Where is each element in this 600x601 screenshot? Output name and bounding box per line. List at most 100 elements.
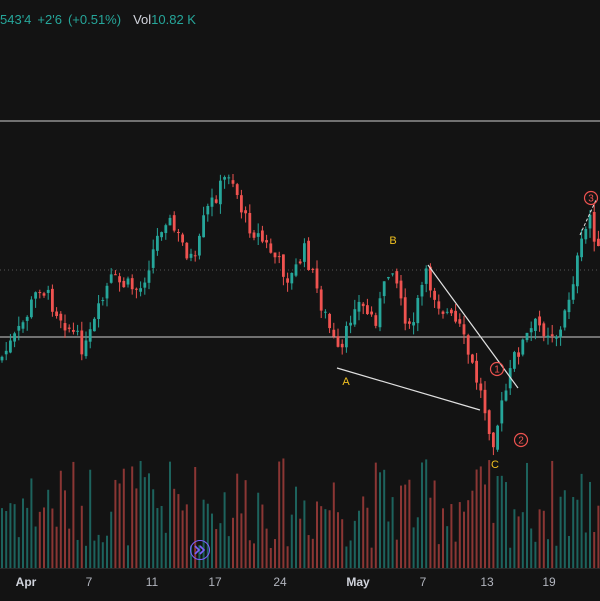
candle-body bbox=[210, 197, 214, 207]
candle-body bbox=[227, 177, 231, 179]
volume-bar bbox=[290, 514, 293, 568]
volume-bar bbox=[320, 506, 323, 568]
candle-body bbox=[9, 340, 12, 353]
candle-body bbox=[546, 335, 550, 338]
volume-bar bbox=[282, 458, 285, 568]
volume-bar bbox=[286, 546, 289, 568]
candle-body bbox=[433, 290, 436, 300]
candle-body bbox=[521, 339, 525, 355]
volume-bar bbox=[408, 479, 411, 568]
candle-body bbox=[139, 288, 142, 292]
volume-bar bbox=[110, 511, 113, 568]
candle-body bbox=[202, 215, 205, 238]
volume-bar bbox=[530, 528, 533, 568]
volume-bar bbox=[206, 503, 209, 568]
volume-bar bbox=[244, 480, 247, 568]
volume-bar bbox=[370, 547, 373, 568]
price-chart[interactable]: A B C 1 2 3 bbox=[0, 0, 600, 568]
candle-body bbox=[420, 284, 424, 297]
candle-body bbox=[328, 313, 331, 329]
impulse-label-ring bbox=[513, 432, 529, 448]
volume-bar bbox=[416, 517, 419, 568]
volume-bar bbox=[303, 500, 306, 568]
candle-body bbox=[534, 318, 537, 331]
volume-bar bbox=[55, 526, 58, 568]
candle-body bbox=[269, 243, 273, 253]
volume-bar bbox=[513, 509, 516, 568]
volume-bar bbox=[47, 489, 50, 568]
candle-body bbox=[361, 303, 365, 307]
candle-body bbox=[517, 352, 520, 357]
candle-body bbox=[294, 264, 298, 276]
fast-forward-icon bbox=[194, 545, 206, 555]
candle-body bbox=[25, 316, 29, 321]
volume-bar bbox=[383, 469, 386, 568]
candle-body bbox=[126, 278, 130, 285]
candle-body bbox=[441, 311, 445, 314]
candle-body bbox=[429, 266, 432, 291]
volume-bar bbox=[437, 544, 440, 568]
candle-body bbox=[504, 390, 508, 401]
candle-body bbox=[88, 329, 92, 342]
volume-bar bbox=[143, 477, 146, 568]
candle-body bbox=[340, 343, 344, 348]
candle-body bbox=[349, 322, 352, 326]
volume-bar bbox=[114, 479, 117, 568]
volume-bar bbox=[85, 545, 87, 568]
trend-line bbox=[579, 199, 597, 236]
volume-bar bbox=[471, 490, 474, 568]
volume-bar bbox=[568, 535, 570, 568]
volume-bar bbox=[9, 503, 12, 568]
volume-bar bbox=[534, 541, 537, 568]
candle-body bbox=[185, 242, 189, 259]
candle-body bbox=[391, 273, 394, 275]
candle-body bbox=[181, 234, 184, 243]
candle-body bbox=[277, 256, 281, 258]
candle-body bbox=[445, 311, 449, 313]
volume-bar bbox=[316, 501, 318, 568]
candle-body bbox=[235, 184, 239, 196]
candle-body bbox=[118, 276, 121, 283]
candle-body bbox=[303, 243, 306, 262]
volume-bar bbox=[173, 488, 176, 568]
candle-body bbox=[172, 215, 176, 231]
candle-body bbox=[248, 212, 252, 234]
chart-canvas[interactable]: A B C 1 2 3 bbox=[0, 0, 600, 568]
legend-volume-value: 10.82 K bbox=[151, 11, 196, 27]
volume-bar bbox=[526, 462, 528, 568]
candle-body bbox=[475, 360, 478, 383]
candle-body bbox=[105, 285, 109, 299]
candle-body bbox=[80, 330, 84, 355]
volume-bar bbox=[148, 473, 150, 568]
time-axis[interactable]: Apr 7 11 17 24 May 7 13 19 bbox=[0, 568, 600, 601]
volume-bar bbox=[253, 543, 255, 568]
candle-body bbox=[550, 334, 554, 337]
volume-bar bbox=[353, 520, 356, 568]
volume-bar bbox=[391, 497, 394, 568]
candle-body bbox=[597, 238, 600, 247]
volume-bar bbox=[30, 478, 33, 568]
volume-bar bbox=[80, 505, 83, 568]
volume-bar bbox=[278, 461, 281, 568]
candle-body bbox=[399, 280, 403, 299]
candle-body bbox=[298, 261, 302, 264]
volume-bar bbox=[106, 535, 108, 568]
volume-bar bbox=[374, 462, 377, 568]
volume-bar bbox=[597, 505, 600, 568]
volume-bar bbox=[555, 545, 558, 568]
candle-body bbox=[168, 217, 172, 226]
volume-bar bbox=[93, 540, 96, 568]
candle-body bbox=[450, 309, 453, 314]
candle-body bbox=[382, 281, 386, 297]
volume-bar bbox=[5, 511, 8, 568]
candle-body bbox=[84, 340, 88, 357]
candle-body bbox=[559, 329, 562, 338]
time-axis-tick: 24 bbox=[273, 575, 287, 589]
volume-bar bbox=[236, 473, 239, 568]
candle-body bbox=[147, 270, 151, 283]
replay-button[interactable] bbox=[190, 540, 210, 560]
volume-bar bbox=[412, 527, 415, 568]
candle-body bbox=[261, 230, 264, 242]
volume-bar bbox=[366, 507, 369, 568]
candle-body bbox=[403, 297, 407, 324]
